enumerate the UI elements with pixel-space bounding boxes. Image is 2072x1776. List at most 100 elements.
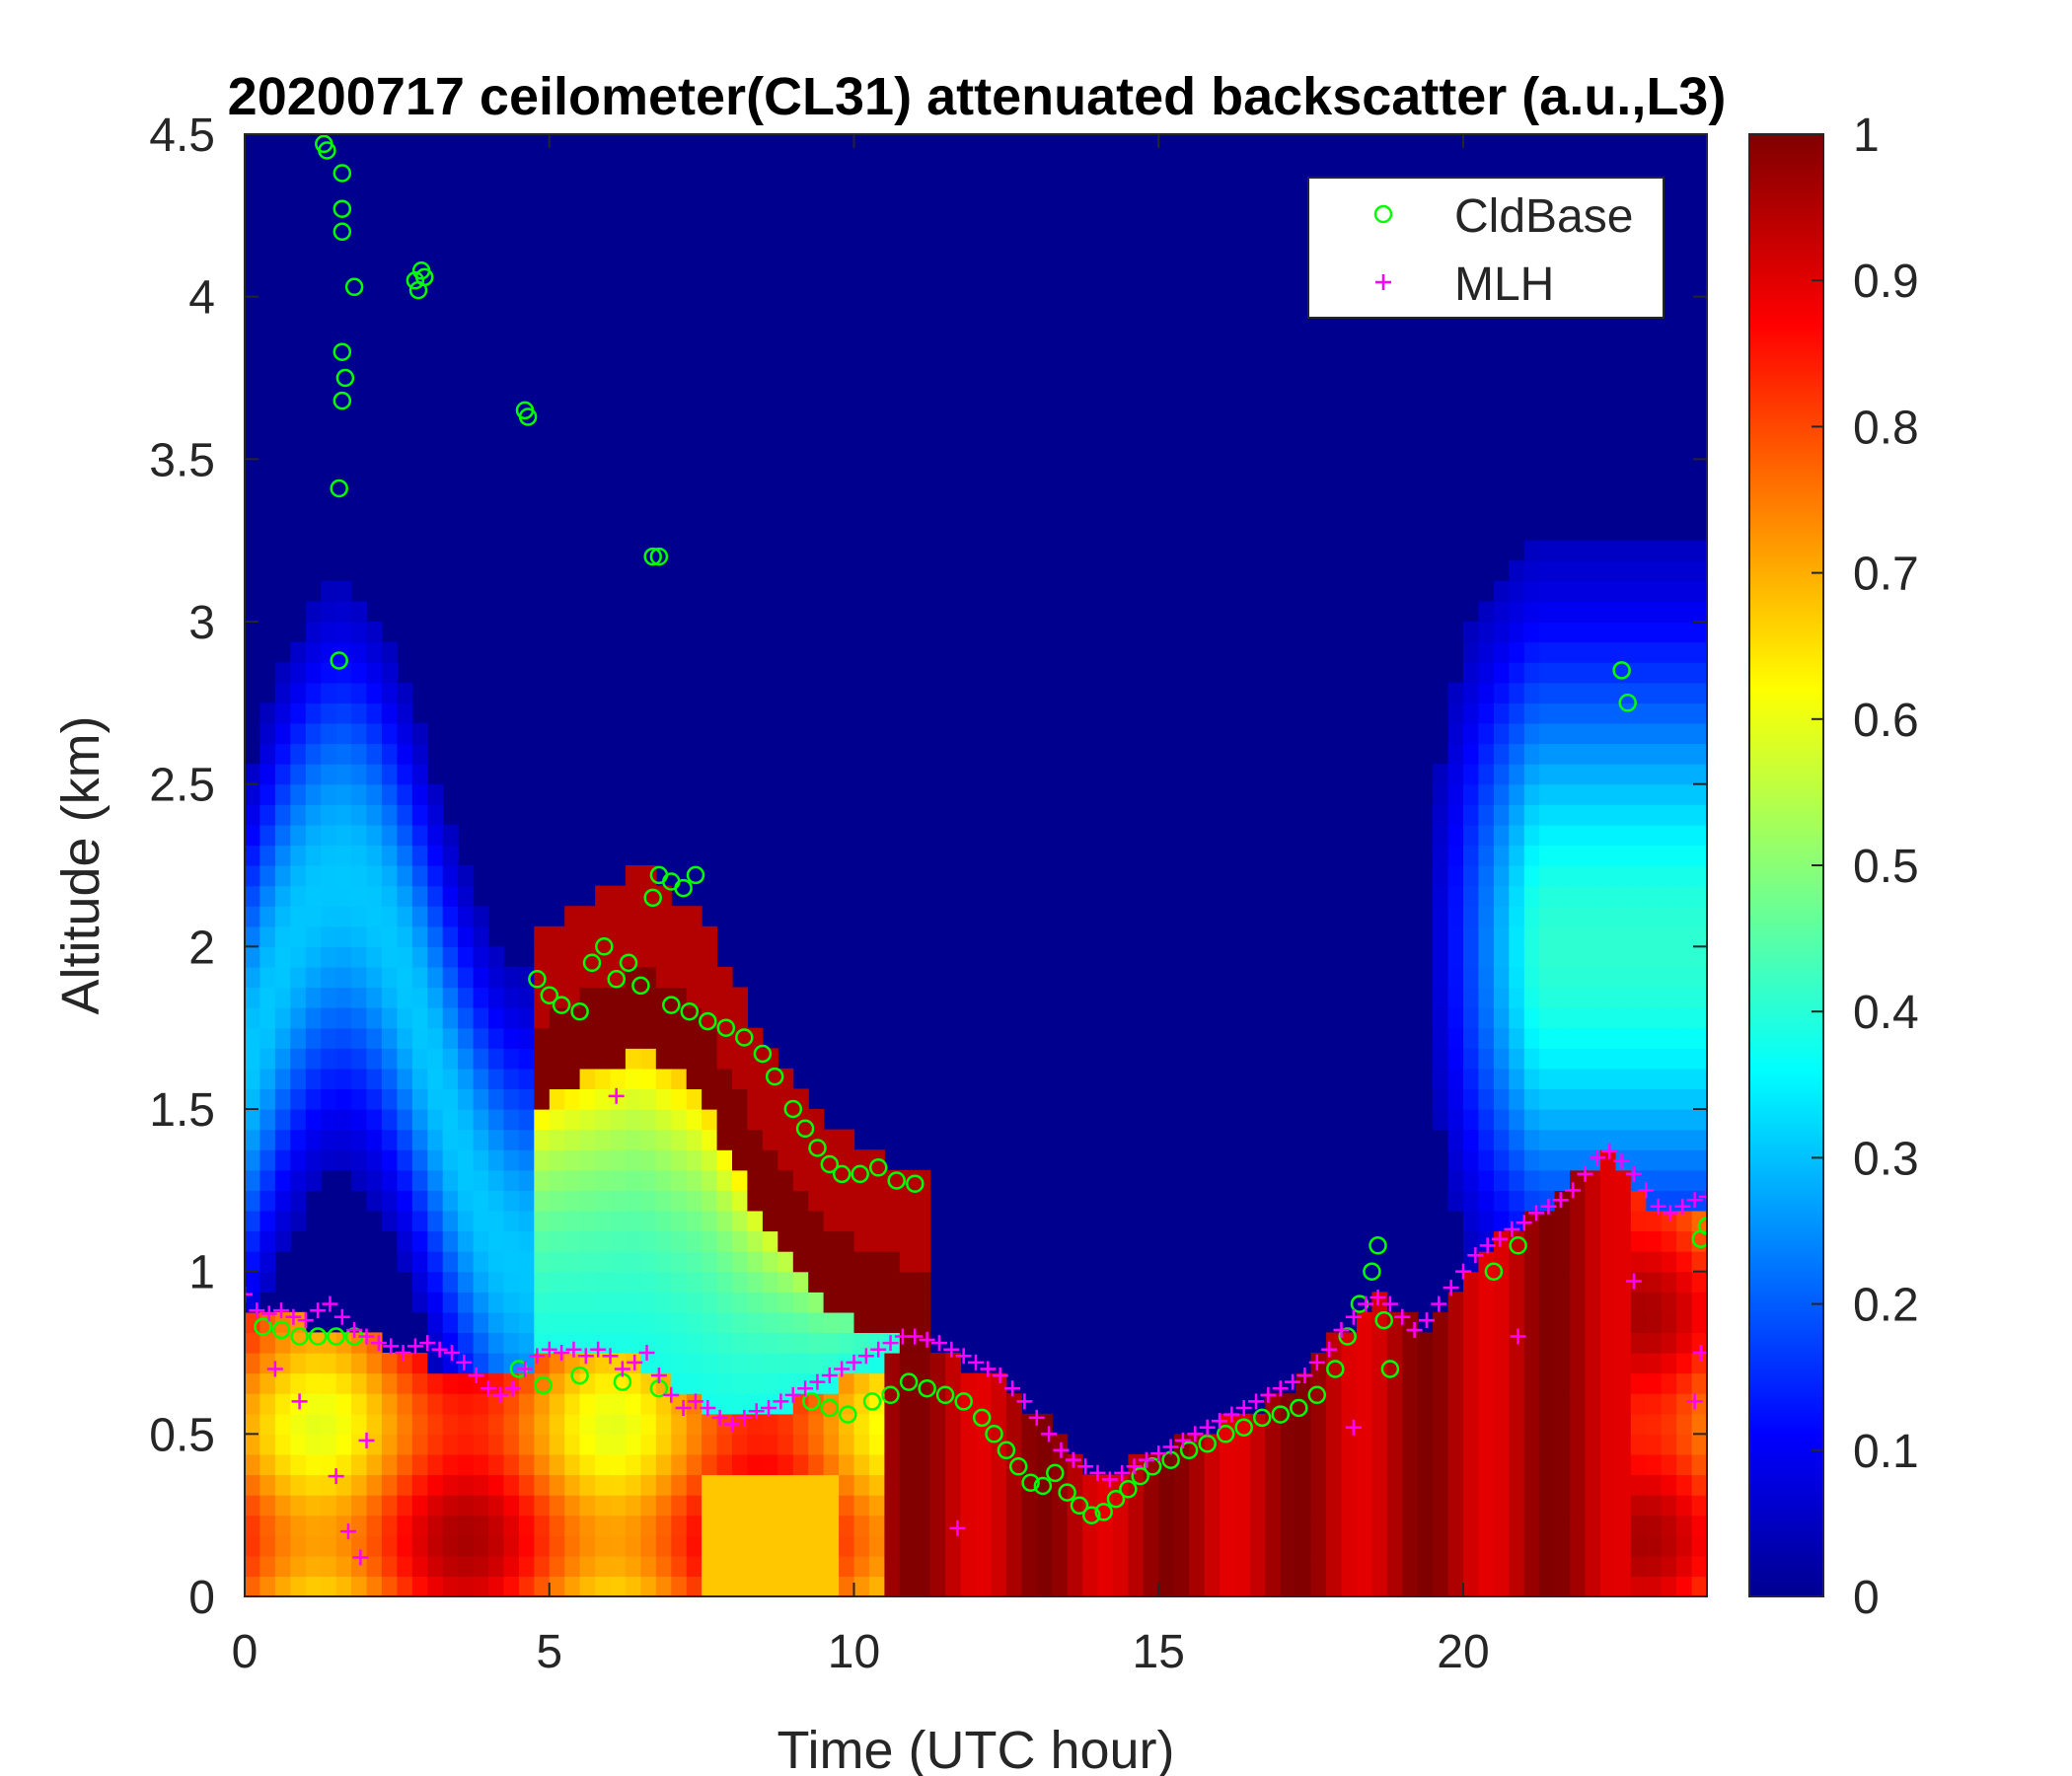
heatmap-cell [1509, 1129, 1525, 1150]
cldbase-marker [552, 996, 571, 1014]
heatmap-cell [1523, 885, 1540, 907]
heatmap-cell [1478, 662, 1495, 684]
heatmap-cell [427, 906, 444, 927]
heatmap-cell [473, 1535, 489, 1557]
heatmap-cell [1691, 1271, 1707, 1293]
heatmap-cell [595, 1210, 612, 1232]
heatmap-cell [716, 1190, 733, 1212]
heatmap-cell [655, 1129, 672, 1150]
heatmap-cell [1554, 703, 1571, 724]
mlh-marker [846, 1354, 862, 1370]
heatmap-cell [579, 925, 596, 947]
heatmap-cell [1599, 885, 1616, 907]
heatmap-cell [381, 1353, 398, 1374]
cldbase-marker [1252, 1408, 1272, 1428]
heatmap-cell [1371, 1292, 1388, 1313]
heatmap-cell [335, 1495, 352, 1517]
heatmap-cell [1630, 1048, 1647, 1070]
heatmap-cell [1599, 560, 1616, 582]
heatmap-cell [671, 1068, 688, 1089]
heatmap-cell [351, 622, 368, 643]
heatmap-cell [549, 966, 565, 989]
heatmap-cell [1417, 1495, 1434, 1517]
heatmap-cell [777, 1555, 794, 1577]
heatmap-cell [686, 1372, 703, 1394]
heatmap-cell [1478, 783, 1495, 805]
heatmap-cell [610, 1088, 627, 1110]
heatmap-cell [1646, 1190, 1663, 1212]
heatmap-cell [427, 1535, 444, 1557]
heatmap-cell [427, 1555, 444, 1577]
heatmap-cell [1478, 845, 1495, 866]
heatmap-cell [305, 783, 322, 805]
heatmap-cell [1523, 1169, 1540, 1191]
heatmap-cell [351, 764, 368, 785]
heatmap-cell [458, 1434, 475, 1455]
heatmap-cell [792, 1353, 809, 1374]
heatmap-cell [747, 1169, 764, 1191]
heatmap-cell [1599, 764, 1616, 785]
heatmap-cell [1646, 1413, 1663, 1435]
mlh-marker [419, 1335, 436, 1352]
heatmap-cell [290, 906, 307, 927]
heatmap-cell [1447, 1353, 1464, 1374]
heatmap-cell [1599, 1555, 1616, 1577]
heatmap-cell [1661, 540, 1677, 561]
heatmap-cell [290, 703, 307, 724]
heatmap-cell [473, 1271, 489, 1293]
heatmap-cell [1691, 804, 1707, 826]
heatmap-cell [473, 1413, 489, 1435]
heatmap-cell [929, 1434, 946, 1455]
heatmap-cell [274, 824, 291, 846]
heatmap-cell [458, 1515, 475, 1536]
heatmap-cell [823, 1210, 840, 1232]
heatmap-cell [1493, 1372, 1510, 1394]
heatmap-cell [945, 1413, 962, 1435]
heatmap-cell [1493, 946, 1510, 968]
mlh-marker [907, 1328, 924, 1345]
heatmap-cell [1630, 804, 1647, 826]
heatmap-cell [518, 1453, 535, 1476]
heatmap-cell [321, 1413, 337, 1435]
heatmap-cell [595, 1068, 612, 1089]
heatmap-cell [595, 1474, 612, 1496]
heatmap-cell [899, 1271, 916, 1293]
mlh-marker [638, 1345, 655, 1361]
heatmap-cell [1463, 1292, 1479, 1313]
heatmap-cell [351, 1088, 368, 1110]
heatmap-cell [1539, 682, 1556, 703]
cldbase-marker [333, 222, 352, 242]
heatmap-cell [1691, 1495, 1707, 1517]
heatmap-cell [792, 1576, 809, 1596]
heatmap-cell [1523, 1332, 1540, 1354]
heatmap-cell [1280, 1576, 1296, 1596]
heatmap-cell [458, 1210, 475, 1232]
mlh-marker [608, 1087, 625, 1104]
heatmap-cell [488, 1251, 504, 1273]
heatmap-cell [915, 1453, 931, 1476]
mlh-marker [955, 1348, 972, 1365]
heatmap-cell [1463, 764, 1479, 785]
heatmap-cell [732, 1311, 748, 1333]
heatmap-cell [305, 703, 322, 724]
heatmap-cell [1447, 1372, 1464, 1394]
heatmap-cell [1341, 1372, 1358, 1394]
heatmap-cell [335, 764, 352, 785]
heatmap-cell [915, 1495, 931, 1517]
mlh-marker [245, 1286, 253, 1302]
heatmap-cell [655, 1576, 672, 1596]
heatmap-cell [1509, 1434, 1525, 1455]
heatmap-cell [411, 1190, 428, 1212]
heatmap-cell [1463, 622, 1479, 643]
heatmap-cell [488, 1515, 504, 1536]
heatmap-cell [610, 1271, 627, 1293]
heatmap-cell [868, 1251, 885, 1273]
heatmap-cell [1433, 1007, 1449, 1029]
heatmap-cell [1646, 1251, 1663, 1273]
heatmap-cell [259, 1149, 276, 1171]
heatmap-cell [503, 1149, 520, 1171]
heatmap-cell [1447, 722, 1464, 745]
heatmap-cell [290, 865, 307, 887]
heatmap-cell [1554, 1027, 1571, 1049]
heatmap-cell [929, 1393, 946, 1415]
